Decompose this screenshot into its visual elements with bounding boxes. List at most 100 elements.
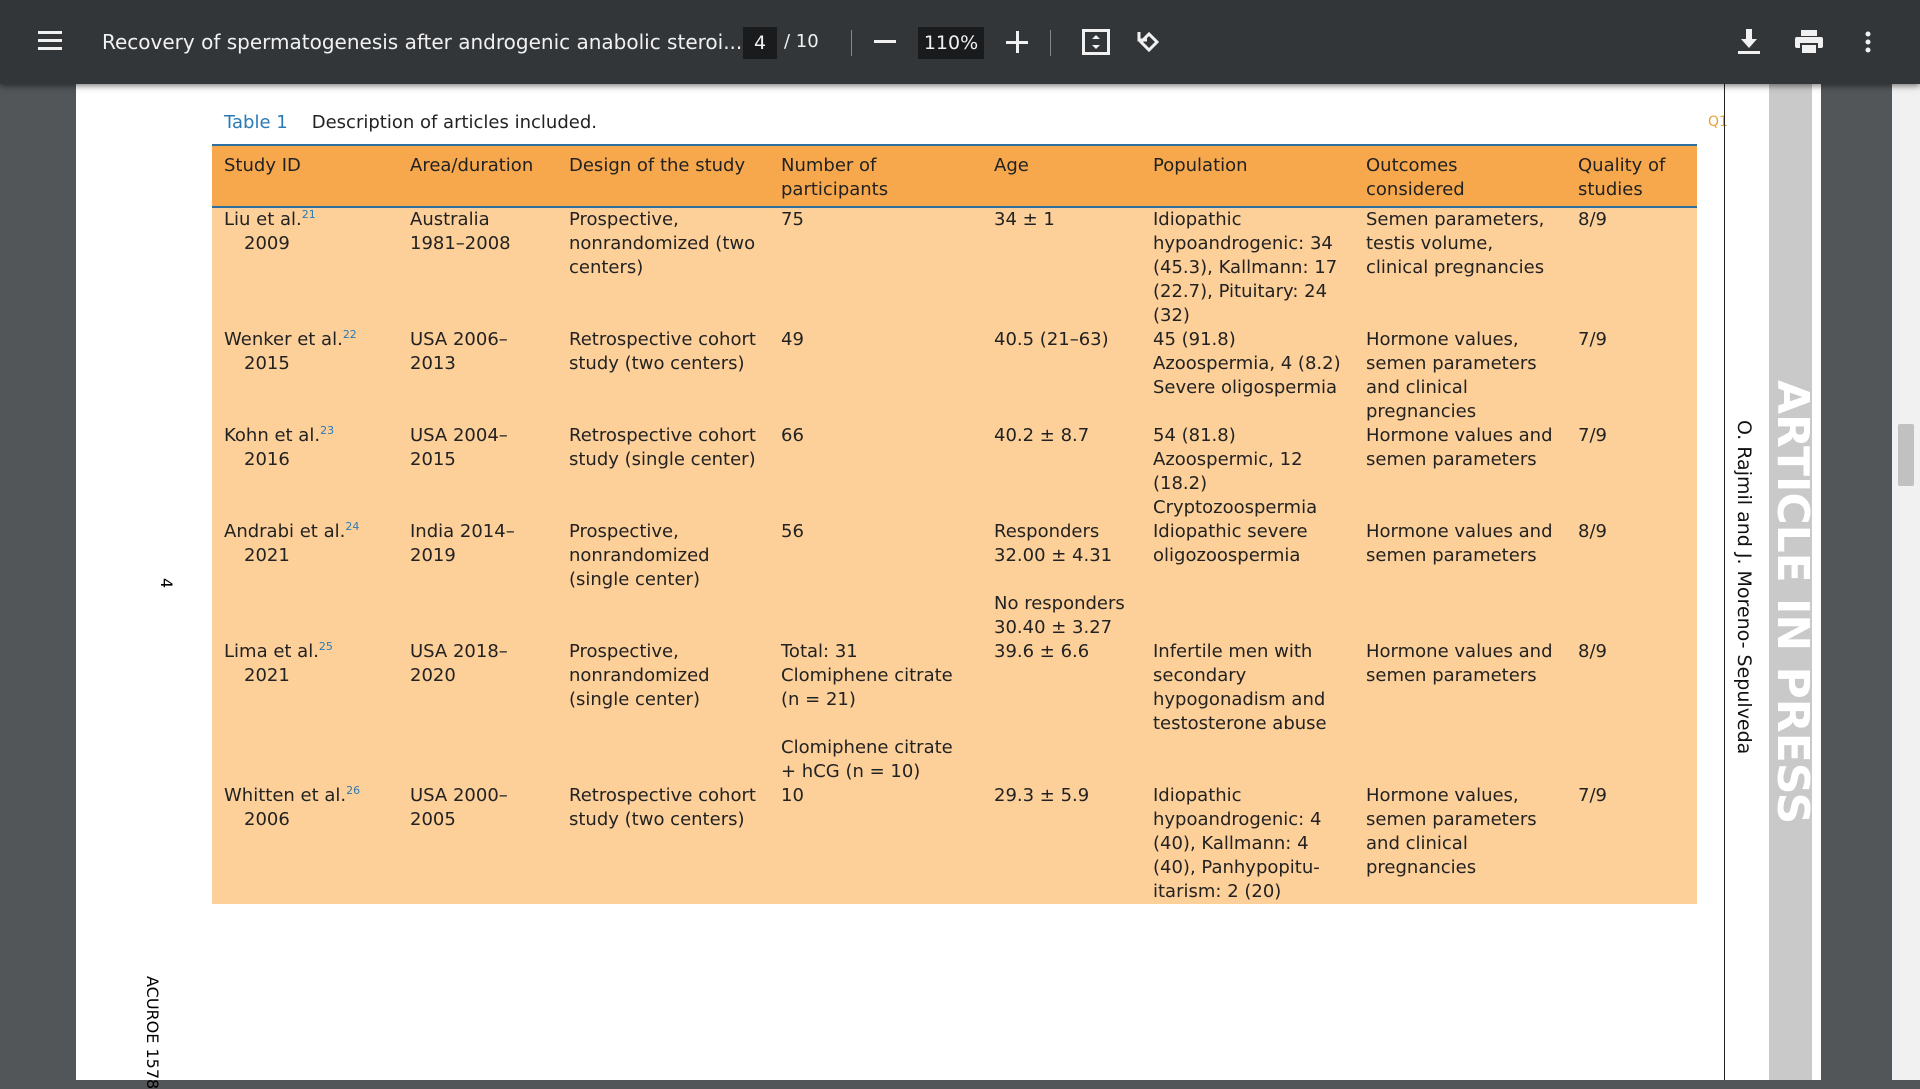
- table-cell: 56: [769, 520, 982, 640]
- table-cell: 39.6 ± 6.6: [982, 640, 1141, 784]
- table-cell: 49: [769, 328, 982, 424]
- table-cell: Retrospective cohort study (single cente…: [557, 424, 769, 520]
- cell-text: USA 2000–2005: [410, 785, 508, 830]
- study-year: 2009: [244, 233, 290, 254]
- table-row: Andrabi et al.24 2021 India 2014–2019 Prosp…: [212, 520, 1697, 640]
- cell-text: 40.2 ± 8.7: [994, 425, 1090, 446]
- cell-text: 54 (81.8) Azoospermic, 12 (18.2) Cryptoz…: [1153, 425, 1318, 518]
- cell-text: Retrospective cohort study (single cente…: [569, 425, 756, 470]
- table-cell: Hormone values and semen parameters: [1354, 424, 1566, 520]
- table-cell: 66: [769, 424, 982, 520]
- cell-text: Idiopathic severe oligozoospermia: [1153, 521, 1308, 566]
- cell-text: Hormone values, semen parameters and cli…: [1366, 785, 1537, 878]
- table-cell: Idiopathic hypoandrogenic: 34 (45.3), Ka…: [1141, 207, 1354, 328]
- cell-text: 7/9: [1578, 785, 1607, 806]
- table-cell: 10: [769, 784, 982, 904]
- cell-text: Hormone values and semen parameters: [1366, 521, 1553, 566]
- rotate[interactable]: [1135, 28, 1163, 56]
- fit-page[interactable]: [1082, 29, 1110, 55]
- cell-text: 66: [781, 425, 804, 446]
- study-name: Kohn et al.: [224, 425, 321, 446]
- table-cell: 29.3 ± 5.9: [982, 784, 1141, 904]
- cell-text: Retrospective cohort study (two centers): [569, 329, 756, 374]
- page-number: 4: [157, 578, 176, 589]
- zoom-input[interactable]: 110%: [918, 27, 984, 59]
- zoom-out[interactable]: [874, 40, 896, 44]
- column-header: Study ID: [212, 144, 398, 208]
- cell-text: Semen parameters, testis volume, clinica…: [1366, 209, 1545, 278]
- reference: 25: [318, 640, 333, 653]
- reference: 21: [301, 208, 316, 221]
- cell-text: USA 2004–2015: [410, 425, 508, 470]
- column-header: Design of the study: [557, 144, 769, 208]
- caption-text: Description of articles included.: [311, 112, 597, 133]
- query-mark: Q1: [1708, 114, 1728, 130]
- table-cell: Idiopathic hypoandrogenic: 4 (40), Kallm…: [1141, 784, 1354, 904]
- reference: 22: [342, 328, 357, 341]
- table-cell: 40.2 ± 8.7: [982, 424, 1141, 520]
- cell-text: Prospective, nonrandomized (single cente…: [569, 641, 710, 710]
- watermark: ARTICLE IN PRESS: [1767, 380, 1818, 825]
- column-header: Outcomes considered: [1354, 144, 1566, 208]
- cell-text: Total: 31 Clomiphene citrate (n = 21): [781, 641, 953, 710]
- zoom-in[interactable]: [1006, 31, 1028, 53]
- study-year: 2015: [244, 353, 290, 374]
- page-total: / 10: [784, 31, 819, 52]
- cell-text: 8/9: [1578, 521, 1607, 542]
- table-cell: Retrospective cohort study (two centers): [557, 328, 769, 424]
- study-name: Whitten et al.: [224, 785, 347, 806]
- table-cell: 7/9: [1566, 784, 1697, 904]
- cell-text: Prospective, nonrandomized (single cente…: [569, 521, 710, 590]
- cell-text: 8/9: [1578, 209, 1607, 230]
- table-cell: Infertile men with secondary hypogonadis…: [1141, 640, 1354, 784]
- cell-text: 34 ± 1: [994, 209, 1055, 230]
- cell-text: Idiopathic hypoandrogenic: 4 (40), Kallm…: [1153, 785, 1322, 902]
- page-input[interactable]: 4: [743, 27, 777, 59]
- cell-text: Responders 32.00 ± 4.31: [994, 521, 1113, 566]
- table-label: Table 1: [224, 112, 288, 133]
- study-cell: Andrabi et al.24 2021: [212, 520, 398, 640]
- table-cell: 75: [769, 207, 982, 328]
- table-caption: Table 1 Description of articles included.: [224, 112, 597, 133]
- study-name: Andrabi et al.: [224, 521, 346, 542]
- cell-text: No responders 30.40 ± 3.27: [994, 593, 1125, 638]
- table-cell: USA 2000–2005: [398, 784, 557, 904]
- print[interactable]: [1795, 30, 1823, 54]
- column-header: Age: [982, 144, 1141, 208]
- download[interactable]: [1738, 29, 1760, 55]
- study-year: 2016: [244, 449, 290, 470]
- table-cell: Hormone values and semen parameters: [1354, 520, 1566, 640]
- scrollbar[interactable]: [1892, 84, 1920, 1080]
- table-cell: USA 2004–2015: [398, 424, 557, 520]
- cell-text: 45 (91.8) Azoospermia, 4 (8.2) Severe ol…: [1153, 329, 1341, 398]
- table-cell: 8/9: [1566, 207, 1697, 328]
- table-cell: 34 ± 1: [982, 207, 1141, 328]
- table-cell: Retrospective cohort study (two centers): [557, 784, 769, 904]
- table-cell: 7/9: [1566, 328, 1697, 424]
- study-name: Lima et al.: [224, 641, 319, 662]
- cell-text: 75: [781, 209, 804, 230]
- scroll-thumb[interactable]: [1898, 424, 1914, 486]
- watermark-band: [1769, 84, 1812, 1080]
- table-cell: 8/9: [1566, 520, 1697, 640]
- table-cell: Hormone values, semen parameters and cli…: [1354, 328, 1566, 424]
- cell-text: 56: [781, 521, 804, 542]
- toolbar: Recovery of spermatogenesis after androg…: [0, 0, 1920, 84]
- cell-text: Idiopathic hypoandrogenic: 34 (45.3), Ka…: [1153, 209, 1338, 326]
- table-row: Lima et al.25 2021 USA 2018–2020 Prospectiv…: [212, 640, 1697, 784]
- cell-text: 49: [781, 329, 804, 350]
- document-title: Recovery of spermatogenesis after androg…: [102, 30, 743, 54]
- more-menu[interactable]: [1865, 31, 1871, 53]
- table-cell: Prospective, nonrandomized (single cente…: [557, 640, 769, 784]
- table-row: Wenker et al.22 2015 USA 2006–2013 Retrospe…: [212, 328, 1697, 424]
- table-cell: Australia 1981–2008: [398, 207, 557, 328]
- cell-text: Hormone values and semen parameters: [1366, 641, 1553, 686]
- cell-text: 40.5 (21–63): [994, 329, 1109, 350]
- cell-text: Infertile men with secondary hypogonadis…: [1153, 641, 1327, 734]
- cell-text: Retrospective cohort study (two centers): [569, 785, 756, 830]
- table-cell: Responders 32.00 ± 4.31 No responders 30.…: [982, 520, 1141, 640]
- cell-text: 10: [781, 785, 804, 806]
- cell-text: India 2014–2019: [410, 521, 515, 566]
- menu-button[interactable]: [38, 30, 64, 52]
- table-row: Liu et al.21 2009 Australia 1981–2008 Prosp…: [212, 207, 1697, 328]
